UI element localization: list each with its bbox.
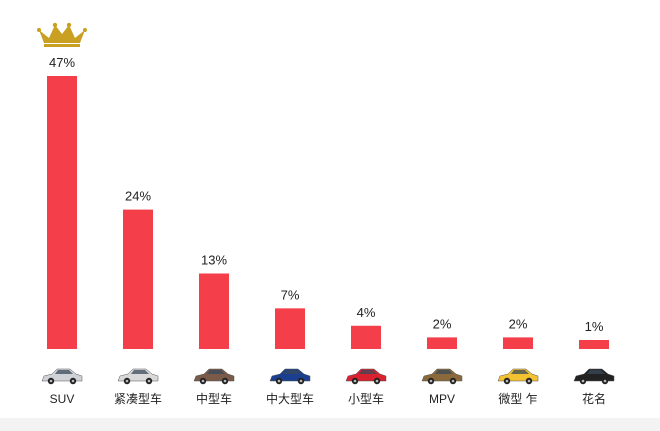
midsize-car-icon	[193, 368, 235, 385]
value-label-7: 1%	[585, 319, 604, 334]
category-label-5: MPV	[429, 392, 455, 406]
crown-icon	[37, 22, 87, 47]
category-label-1: 紧凑型车	[114, 391, 162, 406]
category-label-3: 中大型车	[266, 391, 314, 406]
bars-layer	[47, 76, 609, 349]
bar-4	[351, 325, 381, 349]
bar-2	[199, 273, 229, 349]
mini-car-icon	[497, 368, 539, 385]
category-label-4: 小型车	[348, 391, 384, 406]
large-car-icon	[269, 368, 311, 385]
bar-5	[427, 337, 457, 349]
mpv-car-icon	[421, 368, 463, 385]
value-label-4: 4%	[357, 305, 376, 320]
category-label-0: SUV	[50, 392, 75, 406]
small-car-icon	[345, 368, 387, 385]
value-label-1: 24%	[125, 189, 151, 204]
last-car-icon	[573, 368, 615, 385]
value-label-5: 2%	[433, 316, 452, 331]
category-label-2: 中型车	[196, 391, 232, 406]
value-label-0: 47%	[49, 55, 75, 70]
value-label-3: 7%	[281, 287, 300, 302]
category-label-7: 花名	[582, 391, 606, 406]
bar-3	[275, 308, 305, 349]
value-label-6: 2%	[509, 316, 528, 331]
bar-1	[123, 209, 153, 349]
car-icons-layer	[41, 368, 615, 385]
value-label-2: 13%	[201, 252, 227, 267]
crown-layer	[37, 22, 87, 47]
compact-car-icon	[117, 368, 159, 385]
bottom-band	[0, 418, 660, 431]
bar-0	[47, 76, 77, 349]
suv-car-icon	[41, 368, 83, 385]
category-label-6: 微型 乍	[498, 391, 537, 406]
bar-7	[579, 340, 609, 349]
value-labels-layer: 47% 24% 13% 7% 4% 2% 2% 1%	[49, 55, 604, 334]
bar-6	[503, 337, 533, 349]
category-labels-layer: SUV 紧凑型车 中型车 中大型车 小型车 MPV 微型 乍 花名	[50, 391, 606, 406]
